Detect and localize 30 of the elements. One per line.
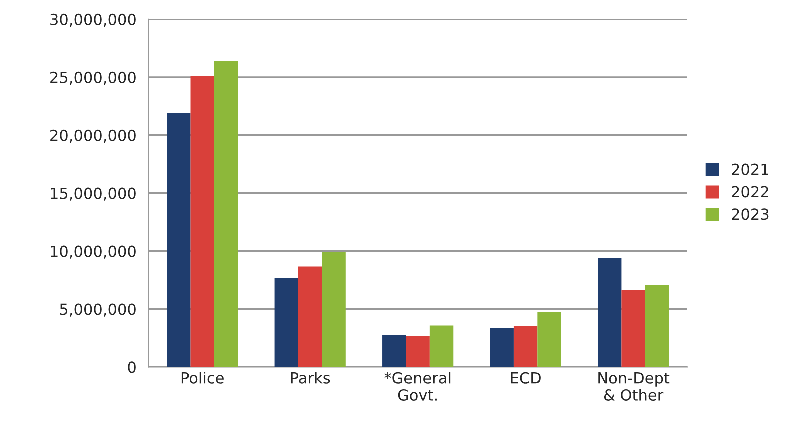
- y-tick-label: 25,000,000: [50, 72, 136, 85]
- bar: [382, 335, 406, 368]
- bar: [190, 76, 214, 368]
- y-tick-label: 30,000,000: [50, 14, 136, 28]
- bar: [622, 290, 646, 368]
- bar: [214, 61, 238, 368]
- bar: [430, 326, 454, 368]
- bar: [514, 326, 538, 368]
- x-tick-label: ECD: [511, 372, 541, 384]
- bar: [538, 312, 562, 368]
- bar: [490, 328, 514, 368]
- bar: [645, 285, 670, 368]
- y-tick-label: 20,000,000: [50, 130, 136, 143]
- bar: [406, 336, 430, 368]
- y-tick-label: 10,000,000: [51, 246, 136, 259]
- legend-label: 2023: [732, 208, 769, 220]
- bar: [298, 266, 322, 368]
- bar: [598, 258, 622, 368]
- x-tick-label: *General Govt.: [384, 372, 451, 401]
- bar: [167, 113, 191, 368]
- x-tick-label: Police: [182, 372, 224, 384]
- legend-label: 2022: [732, 186, 768, 198]
- y-tick-label: 5,000,000: [60, 304, 136, 317]
- y-tick-label: 15,000,000: [51, 188, 136, 201]
- x-tick-label: Parks: [291, 372, 330, 384]
- legend-label: 2021: [732, 164, 768, 176]
- y-tick-label: 0: [128, 362, 136, 374]
- bar: [322, 252, 346, 368]
- bar: [274, 278, 298, 368]
- x-tick-label: Non-Dept & Other: [598, 372, 670, 401]
